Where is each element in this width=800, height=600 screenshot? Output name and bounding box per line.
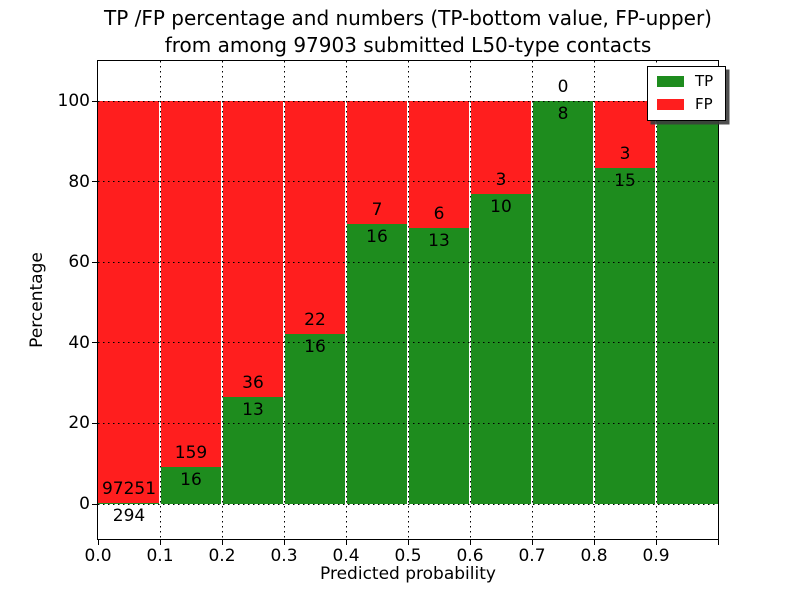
y-tick-label: 100 bbox=[57, 91, 90, 111]
fp-count-label: 36 bbox=[242, 373, 264, 394]
legend: TP FP bbox=[647, 66, 727, 121]
fp-bar-segment bbox=[98, 101, 160, 503]
x-tick-label: 0.8 bbox=[580, 546, 608, 566]
x-tickmark bbox=[222, 540, 223, 545]
fp-bar-segment bbox=[160, 101, 222, 470]
tp-count-label: 16 bbox=[180, 470, 202, 491]
x-tickmark bbox=[532, 540, 533, 545]
tp-count-label: 16 bbox=[366, 226, 388, 247]
y-tick-label: 60 bbox=[68, 252, 90, 273]
x-gridline bbox=[346, 61, 347, 539]
tp-legend-swatch bbox=[657, 76, 684, 87]
fp-count-label: 3 bbox=[495, 170, 507, 190]
y-tickmark bbox=[92, 503, 97, 505]
tp-legend-label: TP bbox=[695, 72, 714, 90]
y-tick-label: 0 bbox=[79, 494, 90, 514]
y-tickmark bbox=[92, 342, 97, 344]
x-gridline bbox=[656, 61, 657, 539]
tp-bar-segment bbox=[346, 223, 408, 504]
chart-title-line1: TP /FP percentage and numbers (TP-bottom… bbox=[104, 6, 712, 30]
x-tickmark bbox=[346, 540, 347, 545]
tp-bar-segment bbox=[470, 194, 532, 504]
fp-bar-segment bbox=[222, 101, 284, 400]
chart-title-line2: from among 97903 submitted L50-type cont… bbox=[164, 33, 652, 57]
tp-count-label: 10 bbox=[490, 197, 512, 217]
y-gridline bbox=[98, 342, 718, 344]
x-axis-label: Predicted probability bbox=[320, 564, 496, 584]
y-tick-label: 80 bbox=[68, 171, 90, 192]
tp-bar-segment bbox=[656, 101, 718, 504]
x-tickmark bbox=[408, 540, 409, 545]
x-gridline bbox=[160, 61, 161, 539]
tp-bar-segment bbox=[222, 397, 284, 504]
tp-count-label: 16 bbox=[304, 337, 326, 358]
x-tickmark bbox=[98, 540, 99, 545]
x-tick-label: 0.1 bbox=[146, 546, 174, 566]
x-gridline bbox=[594, 61, 595, 539]
tp-count-label: 13 bbox=[242, 400, 264, 421]
fp-count-label: 22 bbox=[304, 310, 326, 331]
fp-count-label: 159 bbox=[174, 443, 208, 464]
tp-bar-segment bbox=[160, 467, 222, 504]
tp-bar-segment bbox=[532, 101, 594, 504]
y-gridline bbox=[98, 100, 718, 102]
tp-bar-segment bbox=[284, 334, 346, 504]
y-gridline bbox=[98, 503, 718, 505]
tp-count-label: 13 bbox=[428, 231, 450, 252]
x-tick-label: 0.7 bbox=[518, 546, 546, 566]
fp-legend-label: FP bbox=[695, 95, 713, 113]
x-tickmark bbox=[470, 540, 471, 545]
x-tick-label: 0.6 bbox=[456, 546, 484, 566]
y-tickmark bbox=[92, 100, 97, 102]
fp-legend-swatch bbox=[657, 99, 684, 110]
x-tickmark bbox=[656, 540, 657, 545]
x-tickmark bbox=[718, 540, 719, 545]
y-tickmark bbox=[92, 181, 97, 183]
x-gridline bbox=[222, 61, 223, 539]
fp-count-label: 3 bbox=[619, 144, 631, 165]
x-gridline bbox=[408, 61, 409, 539]
fp-bar-segment bbox=[470, 101, 532, 196]
y-gridline bbox=[98, 181, 718, 183]
chart-title: TP /FP percentage and numbers (TP-bottom… bbox=[98, 5, 718, 59]
fp-bar-segment bbox=[594, 101, 656, 171]
x-tickmark bbox=[284, 540, 285, 545]
x-gridline bbox=[284, 61, 285, 539]
x-tickmark bbox=[594, 540, 595, 545]
tp-count-label: 294 bbox=[112, 505, 146, 526]
y-tick-label: 20 bbox=[68, 413, 90, 434]
plot-area: TP FP 97251 294 159 16 36 13 22 16 7 16 6 13 3 10 0 8 3 1… bbox=[97, 60, 727, 540]
x-tick-label: 0.3 bbox=[270, 546, 298, 566]
fp-count-label: 97251 bbox=[101, 478, 157, 499]
y-tickmark bbox=[92, 422, 97, 424]
tp-bar-segment bbox=[408, 228, 470, 504]
fp-bar-segment bbox=[346, 101, 408, 226]
fp-count-label: 7 bbox=[371, 199, 383, 220]
y-tickmark bbox=[92, 261, 97, 263]
tp-count-label: 8 bbox=[557, 104, 569, 124]
y-tick-label: 40 bbox=[68, 332, 90, 353]
fp-bar-segment bbox=[284, 101, 346, 337]
tp-count-label: 15 bbox=[614, 171, 636, 192]
x-tick-label: 0.4 bbox=[332, 546, 360, 566]
tp-bar-segment bbox=[594, 168, 656, 504]
x-tick-label: 0.0 bbox=[84, 546, 112, 566]
legend-item-fp: FP bbox=[657, 97, 713, 112]
x-tick-label: 0.9 bbox=[642, 546, 670, 566]
y-gridline bbox=[98, 261, 718, 263]
legend-item-tp: TP bbox=[657, 74, 713, 89]
x-tick-label: 0.5 bbox=[394, 546, 422, 566]
x-tickmark bbox=[160, 540, 161, 545]
x-gridline bbox=[532, 61, 533, 539]
x-gridline bbox=[470, 61, 471, 539]
x-tick-label: 0.2 bbox=[208, 546, 236, 566]
y-gridline bbox=[98, 422, 718, 424]
fp-count-label: 0 bbox=[557, 77, 569, 97]
fp-count-label: 6 bbox=[433, 204, 445, 225]
